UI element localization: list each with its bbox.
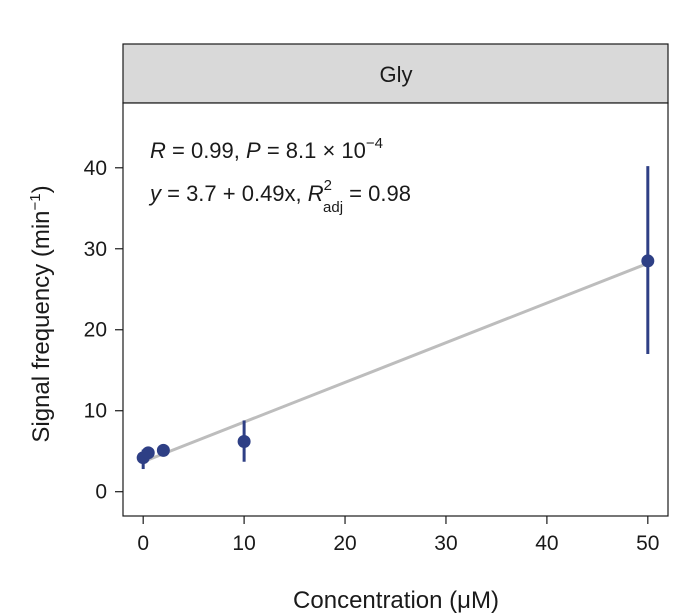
data-point [156, 443, 170, 457]
panel-strip [122, 43, 669, 104]
r2-symbol: R [308, 181, 324, 206]
fit-line [142, 261, 649, 464]
regression-equation: = 3.7 + 0.49x, [161, 181, 308, 206]
y-tick-label: 40 [84, 157, 107, 180]
y-tick-label: 30 [84, 238, 107, 261]
data-point [641, 254, 655, 268]
r-symbol: R [150, 138, 166, 163]
x-tick-label: 50 [636, 532, 659, 555]
r2-subscript: adj [323, 199, 343, 216]
y-tick-label: 0 [95, 481, 107, 504]
x-axis-title: Concentration (μM) [293, 587, 499, 614]
y-tick-label: 10 [84, 400, 107, 423]
x-tick-label: 40 [535, 532, 558, 555]
panel-label: Gly [380, 62, 413, 87]
axis-ticks: 0 10 20 30 40 50 0 10 20 30 40 [84, 157, 660, 555]
stats-annotation-line1: R = 0.99, P = 8.1 × 10−4 [150, 135, 383, 163]
r2-superscript: 2 [324, 177, 332, 194]
y-axis-title-main: Signal frequency (min [28, 210, 55, 442]
p-exponent: −4 [366, 135, 383, 152]
x-tick-label: 0 [137, 532, 149, 555]
points-layer [136, 166, 655, 470]
y-axis-title-sup: −1 [27, 193, 44, 210]
y-symbol: y [148, 181, 163, 206]
y-axis-title: Signal frequency (min−1) [27, 185, 55, 442]
r-value: = 0.99, [166, 138, 246, 163]
data-point [141, 446, 155, 460]
x-tick-label: 10 [232, 532, 255, 555]
y-axis-title-end: ) [28, 185, 55, 193]
r2-value: = 0.98 [343, 181, 411, 206]
p-value: = 8.1 × 10 [261, 138, 366, 163]
stats-annotation-line2: y = 3.7 + 0.49x, R2 adj = 0.98 [148, 177, 411, 216]
plot-area [122, 102, 669, 517]
p-symbol: P [246, 138, 261, 163]
x-tick-label: 20 [333, 532, 356, 555]
fit-layer [142, 261, 649, 464]
x-tick-label: 30 [434, 532, 457, 555]
y-tick-label: 20 [84, 319, 107, 342]
data-point [237, 434, 251, 448]
